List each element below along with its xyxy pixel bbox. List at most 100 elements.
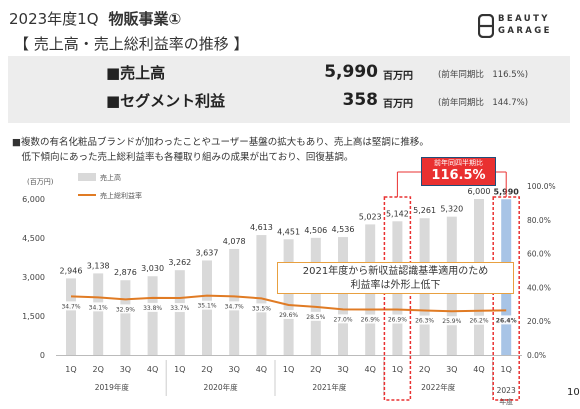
sales-data-label: 2,876 — [114, 268, 137, 277]
sales-bar — [256, 235, 267, 355]
x-year-label: 2019年度 — [95, 382, 130, 392]
margin-label-bg — [495, 315, 518, 325]
margin-data-label: 27.0% — [333, 316, 352, 323]
metric-label: ■売上高 — [106, 64, 166, 82]
x-year-label: 2022年度 — [421, 382, 456, 392]
x-tick-label: 2Q — [93, 365, 104, 374]
metrics-panel: ■売上高 5,990 百万円 (前年同期比 116.5%) ■セグメント利益 3… — [8, 56, 570, 123]
margin-label-bg — [332, 314, 354, 324]
margin-label-bg — [60, 301, 82, 311]
y-right-tick-label: 80.0% — [527, 216, 551, 225]
sales-data-label: 3,637 — [196, 248, 219, 257]
margin-data-label: 28.5% — [306, 314, 325, 321]
margin-data-label: 33.7% — [170, 305, 189, 312]
x-tick-label: 1Q — [65, 365, 76, 374]
logo-mark-icon — [478, 14, 494, 38]
margin-data-label: 34.1% — [89, 304, 108, 311]
x-tick-label: 2Q — [310, 365, 321, 374]
margin-data-label: 25.9% — [442, 318, 461, 325]
x-year-label: 2023 — [497, 386, 516, 395]
y-left-tick-label: 4,500 — [22, 234, 45, 243]
y-left-tick-label: 3,000 — [22, 273, 45, 282]
brand-logo: BEAUTY GARAGE — [478, 13, 574, 39]
metric-row-sales: ■売上高 5,990 百万円 (前年同期比 116.5%) — [8, 62, 570, 92]
sales-data-label: 5,023 — [359, 212, 382, 221]
metric-value: 5,990 — [324, 62, 378, 82]
metric-value: 358 — [342, 90, 379, 110]
x-tick-label: 2Q — [201, 365, 212, 374]
sales-bar — [174, 270, 185, 355]
period-label: 2023年度1Q — [9, 10, 99, 28]
margin-data-label: 26.3% — [415, 318, 434, 325]
x-tick-label: 3Q — [446, 365, 457, 374]
accounting-change-callout: 2021年度から新収益認識基準適用のため 利益率は外形上低下 — [277, 262, 514, 294]
margin-data-label: 33.8% — [143, 305, 162, 312]
margin-label-bg — [468, 315, 490, 325]
sales-data-label: 3,262 — [168, 258, 191, 267]
page-number: 10 — [567, 387, 580, 398]
y-right-tick-label: 0.0% — [527, 351, 546, 360]
margin-label-bg — [304, 311, 327, 321]
margin-label-bg — [168, 303, 191, 313]
y-right-tick-label: 20.0% — [527, 317, 551, 326]
x-tick-label: 4Q — [147, 365, 158, 374]
metric-unit: 百万円 — [383, 99, 413, 110]
y-right-tick-label: 100.0% — [527, 182, 556, 191]
x-tick-label: 1Q — [174, 365, 185, 374]
page-title: 2023年度1Q 物販事業① — [9, 8, 181, 29]
metric-label: ■セグメント利益 — [106, 92, 226, 110]
sales-bar — [147, 276, 158, 355]
sales-bar — [120, 280, 131, 355]
x-year-label: 2020年度 — [204, 382, 239, 392]
sales-bar — [338, 237, 348, 355]
x-tick-label: 4Q — [256, 365, 267, 374]
x-year-label: 2021年度 — [312, 382, 347, 392]
margin-data-label: 34.7% — [61, 303, 80, 310]
y-left-tick-label: 1,500 — [22, 312, 45, 321]
legend-bar-swatch — [78, 173, 96, 181]
margin-label-bg — [141, 302, 164, 312]
sales-data-label: 4,613 — [250, 223, 273, 232]
segment-label: 物販事業① — [108, 10, 182, 28]
margin-data-label: 26.2% — [469, 318, 488, 325]
margin-label-bg — [250, 303, 273, 313]
sales-data-label: 3,030 — [141, 264, 164, 273]
margin-data-label: 26.4% — [496, 317, 517, 324]
margin-data-label: 26.9% — [388, 317, 407, 324]
x-tick-label: 3Q — [120, 365, 131, 374]
sales-data-label: 4,506 — [304, 226, 327, 235]
x-tick-label: 1Q — [501, 365, 512, 374]
x-tick-label: 4Q — [365, 365, 376, 374]
note-line: ■複数の有名化粧品ブランドが加わったことやユーザー基盤の拡大もあり、売上高は堅調… — [12, 137, 429, 148]
margin-label-bg — [87, 302, 110, 312]
x-tick-label: 3Q — [229, 365, 240, 374]
sales-data-label: 6,000 — [468, 187, 491, 196]
margin-line — [70, 294, 507, 313]
sales-data-label: 4,451 — [277, 227, 300, 236]
x-tick-label: 1Q — [283, 365, 294, 374]
margin-label-bg — [440, 316, 463, 326]
legend-bar-label: 売上高 — [100, 173, 121, 182]
metric-unit: 百万円 — [383, 71, 413, 82]
x-year-label: 年度 — [499, 397, 513, 406]
note-line: 低下傾向にあった売上総利益率も各種取り組みの成果が出ており、回復基調。 — [12, 152, 354, 163]
sales-data-label: 5,261 — [413, 206, 436, 215]
sales-data-label: 5,142 — [386, 209, 409, 218]
sales-bar — [310, 237, 321, 355]
sales-data-label: 4,536 — [332, 225, 355, 234]
margin-data-label: 32.9% — [116, 306, 135, 313]
y-right-tick-label: 60.0% — [527, 250, 551, 259]
x-tick-label: 2Q — [419, 365, 430, 374]
sales-data-label: 2,946 — [60, 266, 83, 275]
metric-row-segment-profit: ■セグメント利益 358 百万円 (前年同期比 144.7%) — [8, 90, 570, 120]
yoy-highlight-label: 前年同四半期比 116.5% — [421, 157, 496, 186]
margin-data-label: 35.1% — [197, 303, 216, 310]
sales-bar — [93, 273, 104, 355]
page-subtitle: 【 売上高・売上総利益率の推移 】 — [14, 35, 249, 53]
x-tick-label: 4Q — [473, 365, 484, 374]
logo-text: BEAUTY GARAGE — [498, 14, 552, 36]
margin-label-bg — [359, 314, 382, 324]
margin-label-bg — [413, 315, 436, 325]
margin-label-bg — [196, 300, 218, 310]
